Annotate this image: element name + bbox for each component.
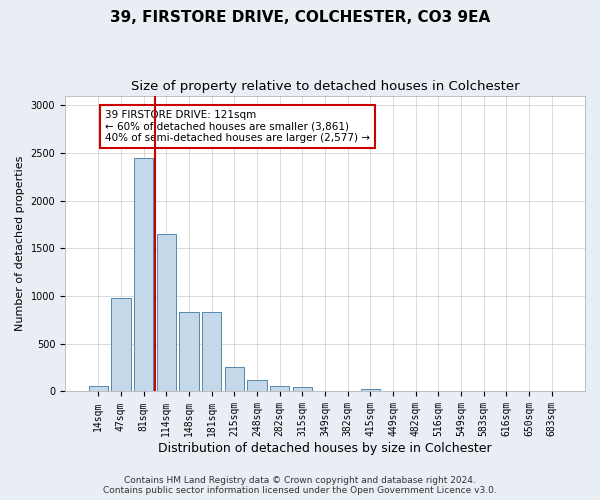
- Bar: [89, 386, 108, 392]
- Title: Size of property relative to detached houses in Colchester: Size of property relative to detached ho…: [131, 80, 520, 93]
- Bar: [224, 366, 244, 392]
- Bar: [247, 380, 266, 392]
- Bar: [270, 386, 289, 392]
- Bar: [293, 386, 312, 392]
- Bar: [157, 234, 176, 392]
- Bar: [112, 298, 131, 392]
- Text: 39, FIRSTORE DRIVE, COLCHESTER, CO3 9EA: 39, FIRSTORE DRIVE, COLCHESTER, CO3 9EA: [110, 10, 490, 25]
- Y-axis label: Number of detached properties: Number of detached properties: [15, 156, 25, 331]
- Bar: [134, 158, 153, 392]
- Bar: [361, 388, 380, 392]
- Bar: [202, 312, 221, 392]
- Text: Contains HM Land Registry data © Crown copyright and database right 2024.
Contai: Contains HM Land Registry data © Crown c…: [103, 476, 497, 495]
- Text: 39 FIRSTORE DRIVE: 121sqm
← 60% of detached houses are smaller (3,861)
40% of se: 39 FIRSTORE DRIVE: 121sqm ← 60% of detac…: [105, 110, 370, 143]
- X-axis label: Distribution of detached houses by size in Colchester: Distribution of detached houses by size …: [158, 442, 492, 455]
- Bar: [179, 312, 199, 392]
